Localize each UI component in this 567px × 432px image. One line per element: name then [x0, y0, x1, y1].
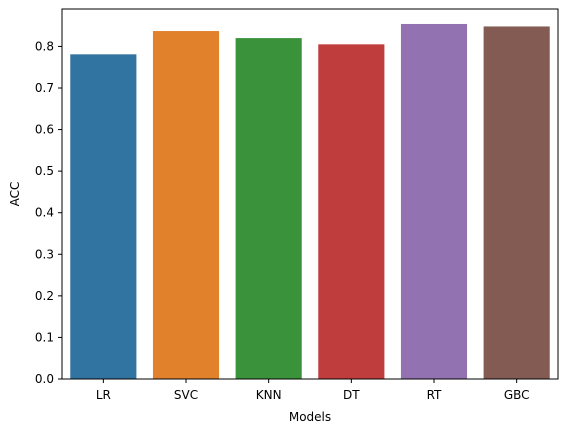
y-tick-label: 0.1	[35, 330, 54, 344]
bar-lr	[70, 54, 137, 379]
x-tick-label: KNN	[256, 388, 282, 402]
y-tick-label: 0.0	[35, 372, 54, 386]
x-tick-label: SVC	[174, 388, 198, 402]
x-axis-ticks: LR SVC KNN DT RT GBC	[96, 379, 530, 402]
x-tick-label: RT	[427, 388, 442, 402]
bars-group	[70, 23, 550, 380]
x-tick-label: GBC	[504, 388, 530, 402]
x-tick-label: DT	[343, 388, 360, 402]
y-axis-ticks: 0.0 0.1 0.2 0.3 0.4 0.5 0.6 0.7 0.8	[35, 39, 62, 386]
y-tick-label: 0.4	[35, 206, 54, 220]
y-tick-label: 0.3	[35, 247, 54, 261]
bar-svc	[152, 31, 220, 379]
y-tick-label: 0.6	[35, 123, 54, 137]
x-tick-label: LR	[96, 388, 111, 402]
y-tick-label: 0.5	[35, 164, 54, 178]
bar-knn	[235, 38, 302, 379]
y-tick-label: 0.7	[35, 81, 54, 95]
y-axis-label: ACC	[8, 182, 22, 207]
y-tick-label: 0.2	[35, 289, 54, 303]
bar-gbc	[483, 26, 550, 380]
plot-frame	[61, 8, 559, 380]
x-axis-label: Models	[289, 410, 331, 424]
bar-rt	[400, 23, 468, 380]
y-tick-label: 0.8	[35, 39, 54, 53]
bar-dt	[318, 44, 385, 380]
